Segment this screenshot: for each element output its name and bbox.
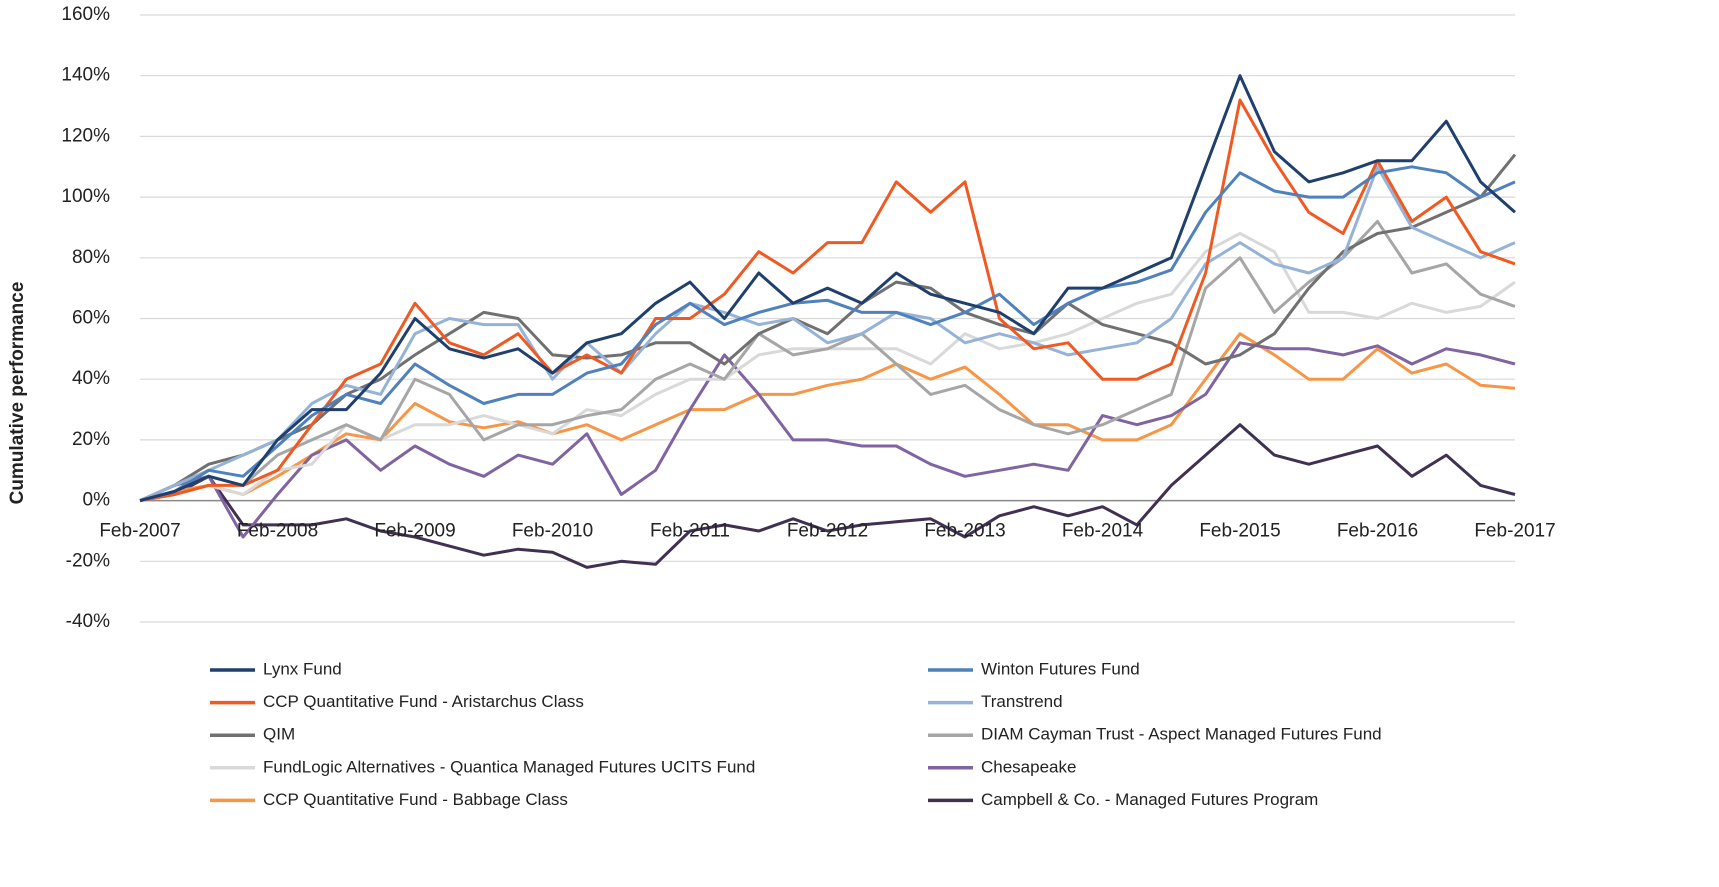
y-tick-label: 60%	[72, 308, 110, 329]
x-tick-label: Feb-2014	[1062, 521, 1144, 542]
legend-label: Campbell & Co. - Managed Futures Program	[981, 790, 1318, 809]
series-line	[139, 153, 1517, 502]
x-tick-label: Feb-2007	[99, 521, 180, 542]
y-tick-label: -20%	[66, 550, 110, 571]
series-line	[139, 74, 1516, 503]
legend-label: CCP Quantitative Fund - Aristarchus Clas…	[263, 692, 584, 711]
legend-label: QIM	[263, 725, 295, 744]
legend-label: FundLogic Alternatives - Quantica Manage…	[263, 757, 755, 776]
series-line	[139, 165, 1516, 503]
y-tick-label: 140%	[61, 65, 110, 86]
x-tick-label: Feb-2013	[924, 521, 1005, 542]
legend-label: Transtrend	[981, 692, 1063, 711]
y-tick-label: -40%	[66, 611, 110, 632]
y-axis-label: Cumulative performance	[7, 282, 28, 505]
x-tick-label: Feb-2016	[1337, 521, 1418, 542]
y-tick-label: 120%	[61, 125, 110, 146]
x-tick-label: Feb-2017	[1474, 521, 1555, 542]
x-tick-label: Feb-2011	[650, 521, 730, 542]
legend-label: CCP Quantitative Fund - Babbage Class	[263, 790, 568, 809]
legend-label: Chesapeake	[981, 757, 1076, 776]
y-tick-label: 100%	[61, 186, 110, 207]
series-line	[139, 332, 1516, 503]
y-tick-label: 40%	[72, 368, 110, 389]
series-line	[139, 165, 1516, 502]
series-line	[139, 219, 1516, 503]
y-tick-label: 0%	[83, 490, 111, 511]
legend-label: Lynx Fund	[263, 659, 342, 678]
x-tick-label: Feb-2015	[1199, 521, 1280, 542]
legend-label: DIAM Cayman Trust - Aspect Managed Futur…	[981, 725, 1382, 744]
series-line	[139, 423, 1516, 569]
series-line	[139, 341, 1516, 539]
y-tick-label: 20%	[72, 429, 110, 450]
x-tick-label: Feb-2008	[237, 521, 318, 542]
x-tick-label: Feb-2010	[512, 521, 593, 542]
y-tick-label: 80%	[72, 247, 110, 268]
legend-label: Winton Futures Fund	[981, 659, 1140, 678]
x-tick-label: Feb-2012	[787, 521, 868, 542]
series-line	[139, 98, 1516, 503]
x-tick-label: Feb-2009	[374, 521, 455, 542]
y-tick-label: 160%	[61, 4, 110, 25]
